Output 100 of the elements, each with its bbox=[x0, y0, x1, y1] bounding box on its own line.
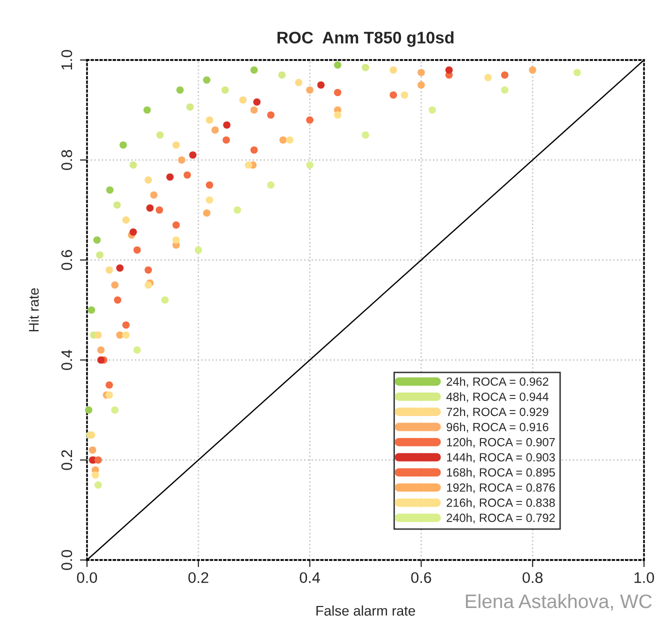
legend-label: 48h, ROCA = 0.944 bbox=[446, 392, 548, 402]
point bbox=[161, 296, 169, 304]
point bbox=[146, 204, 154, 212]
legend-label: 24h, ROCA = 0.962 bbox=[446, 377, 548, 388]
point bbox=[166, 173, 174, 181]
point bbox=[133, 346, 141, 354]
point bbox=[267, 181, 274, 189]
point bbox=[362, 131, 370, 139]
point bbox=[267, 111, 274, 119]
point bbox=[189, 151, 197, 159]
point bbox=[97, 346, 105, 354]
legend-label: 240h, ROCA = 0.792 bbox=[446, 513, 555, 524]
legend-label: 168h, ROCA = 0.895 bbox=[447, 468, 555, 478]
x-axis-title: False alarm rate bbox=[316, 605, 416, 616]
legend-label: 96h, ROCA = 0.916 bbox=[446, 422, 548, 433]
y-tick-label: 0.0 bbox=[61, 550, 72, 570]
point bbox=[94, 456, 102, 464]
x-tick-label: 0.8 bbox=[522, 572, 543, 584]
point bbox=[84, 406, 92, 414]
point bbox=[234, 206, 242, 214]
point bbox=[94, 481, 102, 489]
point bbox=[306, 86, 314, 94]
point bbox=[294, 78, 302, 86]
x-tick-label: 1.0 bbox=[634, 572, 654, 584]
point bbox=[111, 281, 119, 289]
point bbox=[130, 161, 137, 169]
point bbox=[573, 68, 581, 76]
point bbox=[88, 446, 96, 454]
point bbox=[390, 66, 398, 74]
y-axis-title: Hit rate bbox=[28, 288, 39, 332]
point bbox=[106, 391, 113, 399]
point bbox=[278, 71, 286, 79]
point bbox=[244, 161, 252, 169]
point bbox=[203, 209, 210, 217]
point bbox=[222, 136, 230, 144]
point bbox=[334, 88, 342, 96]
point bbox=[484, 74, 492, 82]
point bbox=[279, 136, 287, 144]
point bbox=[96, 251, 104, 259]
point bbox=[92, 471, 100, 479]
point bbox=[250, 146, 258, 154]
point bbox=[122, 331, 130, 339]
point bbox=[501, 86, 508, 94]
legend-label: 72h, ROCA = 0.929 bbox=[446, 407, 548, 418]
y-tick-label: 1.0 bbox=[61, 50, 72, 70]
point bbox=[239, 96, 247, 104]
point bbox=[253, 98, 261, 106]
point bbox=[144, 266, 152, 274]
legend-label: 120h, ROCA = 0.907 bbox=[447, 438, 555, 448]
point bbox=[186, 103, 194, 111]
point bbox=[306, 161, 314, 169]
point bbox=[130, 228, 137, 236]
legend-label: 216h, ROCA = 0.838 bbox=[446, 498, 555, 508]
point bbox=[88, 306, 96, 314]
point bbox=[221, 86, 229, 94]
point bbox=[93, 236, 101, 244]
point bbox=[172, 236, 180, 244]
legend-label: 192h, ROCA = 0.876 bbox=[447, 483, 555, 494]
point bbox=[390, 91, 398, 99]
chart-title: ROC Anm T850 g10sd bbox=[278, 31, 454, 47]
point bbox=[144, 176, 152, 184]
point bbox=[113, 201, 121, 209]
point bbox=[122, 216, 130, 224]
y-tick-label: 0.6 bbox=[61, 250, 72, 270]
point bbox=[122, 321, 130, 329]
point bbox=[106, 186, 114, 194]
point bbox=[418, 68, 425, 76]
point bbox=[223, 121, 230, 129]
point bbox=[250, 66, 258, 74]
point bbox=[116, 264, 124, 272]
point bbox=[334, 61, 342, 69]
point bbox=[176, 86, 184, 94]
point bbox=[206, 116, 214, 124]
y-tick-label: 0.8 bbox=[61, 150, 72, 170]
x-tick-label: 0.6 bbox=[411, 572, 432, 584]
point bbox=[172, 221, 180, 229]
point bbox=[418, 81, 425, 89]
x-tick-label: 0.0 bbox=[76, 572, 98, 584]
point bbox=[334, 111, 342, 119]
x-tick-label: 0.2 bbox=[188, 572, 208, 584]
point bbox=[172, 141, 180, 149]
point bbox=[94, 331, 102, 339]
point bbox=[400, 91, 408, 99]
point bbox=[501, 71, 508, 79]
point bbox=[133, 246, 141, 254]
point bbox=[250, 106, 258, 114]
point bbox=[150, 191, 158, 199]
point bbox=[306, 116, 314, 124]
point bbox=[445, 66, 453, 74]
point bbox=[106, 381, 113, 389]
point bbox=[111, 406, 119, 414]
point bbox=[184, 171, 191, 179]
point bbox=[156, 131, 164, 139]
point bbox=[211, 126, 219, 134]
point bbox=[194, 246, 202, 254]
legend-label: 144h, ROCA = 0.903 bbox=[447, 452, 555, 463]
point bbox=[362, 64, 370, 72]
point bbox=[143, 106, 151, 114]
y-tick-label: 0.4 bbox=[61, 350, 72, 370]
x-tick-label: 0.4 bbox=[300, 572, 320, 584]
